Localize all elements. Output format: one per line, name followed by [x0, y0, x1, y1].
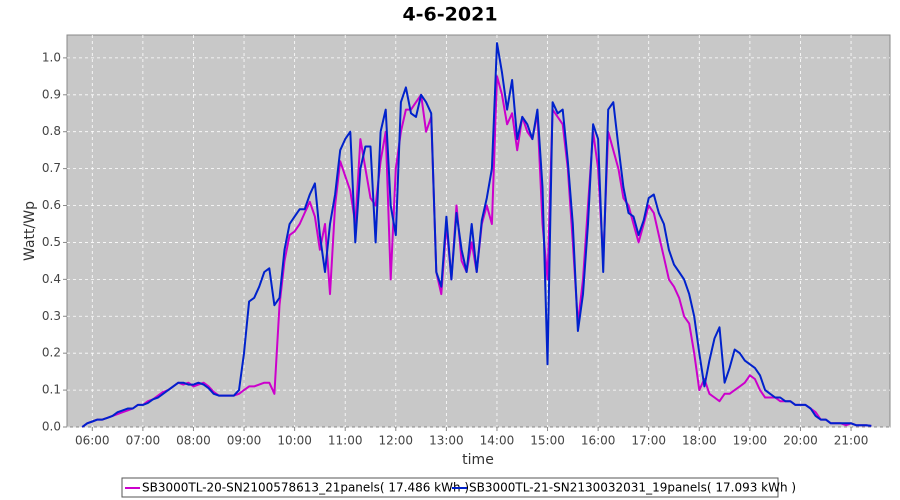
- y-tick-label: 0.0: [42, 420, 61, 434]
- x-tick-label: 17:00: [631, 434, 666, 448]
- y-tick-label: 0.5: [42, 235, 61, 249]
- x-tick-label: 20:00: [783, 434, 818, 448]
- legend-box: [121, 477, 779, 498]
- x-tick-label: 15:00: [530, 434, 565, 448]
- y-tick-label: 0.6: [42, 198, 61, 212]
- x-tick-label: 10:00: [277, 434, 312, 448]
- x-tick-label: 12:00: [378, 434, 413, 448]
- plot-area: [66, 34, 891, 428]
- y-tick-label: 0.7: [42, 161, 61, 175]
- x-tick-label: 08:00: [176, 434, 211, 448]
- x-tick-label: 11:00: [328, 434, 363, 448]
- x-tick-label: 16:00: [581, 434, 616, 448]
- y-tick-label: 1.0: [42, 50, 61, 64]
- y-tick-label: 0.4: [42, 272, 61, 286]
- y-tick-label: 0.8: [42, 124, 61, 138]
- y-tick-label: 0.2: [42, 346, 61, 360]
- y-tick-label: 0.9: [42, 87, 61, 101]
- x-tick-label: 21:00: [834, 434, 869, 448]
- chart-title: 4-6-2021: [402, 4, 497, 26]
- y-tick-label: 0.1: [42, 383, 61, 397]
- legend-label: SB3000TL-20-SN2100578613_21panels( 17.48…: [142, 481, 469, 495]
- legend-label: SB3000TL-21-SN2130032031_19panels( 17.09…: [469, 481, 796, 495]
- x-tick-label: 06:00: [75, 434, 110, 448]
- x-axis-label: time: [462, 452, 494, 468]
- series-line: [81, 42, 872, 428]
- x-tick-label: 13:00: [429, 434, 464, 448]
- x-tick-label: 14:00: [480, 434, 515, 448]
- x-tick-label: 09:00: [227, 434, 262, 448]
- x-tick-label: 07:00: [126, 434, 161, 448]
- x-tick-label: 18:00: [682, 434, 717, 448]
- y-tick-label: 0.3: [42, 309, 61, 323]
- x-tick-label: 19:00: [733, 434, 768, 448]
- y-axis-label: Watt/Wp: [22, 201, 38, 261]
